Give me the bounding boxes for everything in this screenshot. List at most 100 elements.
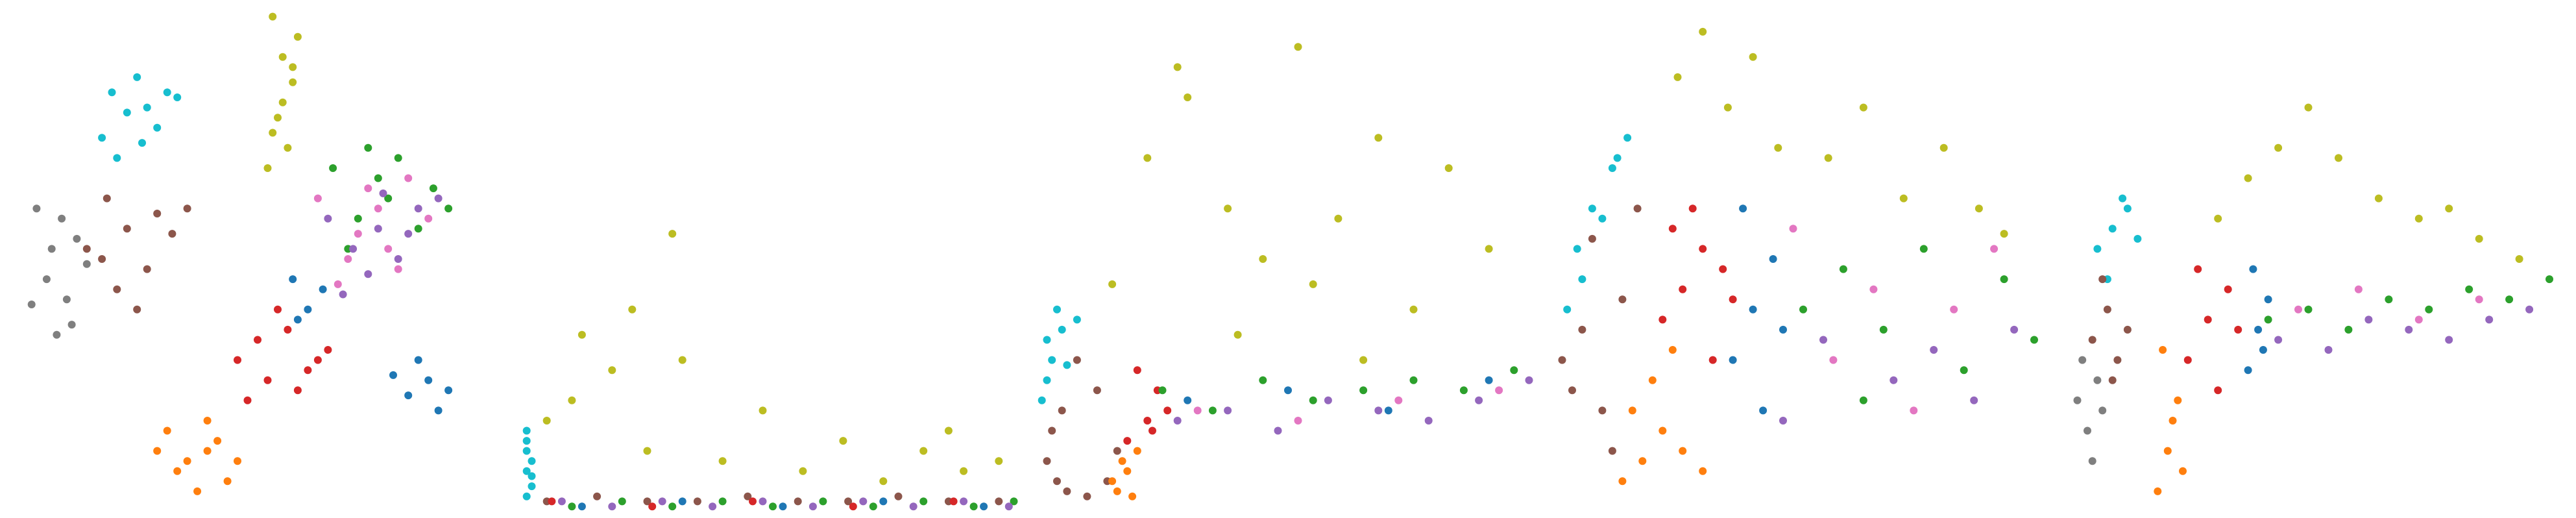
series-c7	[27, 204, 91, 339]
data-point	[1608, 164, 1616, 172]
data-point	[1598, 406, 1607, 415]
data-point	[278, 53, 287, 61]
data-point	[1048, 356, 1056, 364]
data-point	[2123, 325, 2132, 334]
series-c0	[1729, 204, 1787, 415]
data-point	[2108, 225, 2117, 233]
data-point	[1598, 214, 1607, 223]
data-point	[1779, 417, 1787, 425]
data-point	[1633, 204, 1642, 213]
data-point	[2414, 315, 2423, 324]
series-c4	[324, 189, 443, 299]
data-point	[404, 391, 413, 400]
data-point	[522, 467, 531, 475]
data-point	[42, 275, 51, 284]
series-c5	[1558, 204, 1642, 455]
data-point	[1618, 295, 1627, 304]
series-c8	[263, 12, 302, 172]
data-point	[2030, 336, 2038, 344]
data-point	[2414, 214, 2423, 223]
data-point	[2113, 356, 2122, 364]
data-point	[2103, 305, 2111, 314]
scatter-panel-5	[2073, 103, 2553, 495]
data-point	[668, 230, 677, 238]
data-point	[799, 467, 807, 475]
data-point	[274, 114, 282, 122]
data-point	[2174, 396, 2182, 404]
data-point	[709, 502, 717, 511]
data-point	[919, 497, 928, 506]
data-point	[123, 108, 131, 117]
data-point	[1294, 43, 1302, 51]
data-point	[1774, 143, 1782, 152]
data-point	[1919, 245, 1928, 253]
data-point	[1879, 325, 1888, 334]
series-c4	[2274, 305, 2534, 354]
data-point	[1143, 154, 1152, 162]
data-point	[522, 447, 531, 455]
series-c1	[1618, 346, 1707, 486]
data-point	[1668, 225, 1677, 233]
series-c8	[1108, 43, 1493, 364]
data-point	[384, 194, 393, 203]
data-point	[123, 225, 131, 233]
data-point	[969, 502, 978, 511]
data-point	[293, 32, 302, 41]
data-point	[668, 502, 677, 511]
data-point	[1048, 426, 1056, 435]
series-c3	[2183, 265, 2242, 395]
data-point	[1038, 396, 1046, 404]
data-point	[2364, 315, 2373, 324]
data-point	[2183, 356, 2192, 364]
data-point	[2445, 336, 2453, 344]
data-point	[960, 497, 968, 506]
data-point	[1173, 63, 1182, 71]
data-point	[263, 164, 272, 172]
data-point	[269, 12, 277, 21]
data-point	[1123, 437, 1132, 445]
data-point	[1930, 346, 1938, 354]
data-point	[1324, 396, 1332, 404]
series-c2	[2264, 275, 2553, 334]
data-point	[2546, 275, 2553, 284]
data-point	[1193, 406, 1202, 415]
series-c2	[1158, 366, 1518, 415]
data-point	[2385, 295, 2393, 304]
data-point	[143, 265, 151, 273]
data-point	[1108, 280, 1117, 288]
data-point	[2159, 346, 2167, 354]
series-c0	[2244, 265, 2272, 375]
data-point	[2108, 376, 2117, 384]
data-point	[1053, 477, 1061, 486]
data-point	[284, 143, 292, 152]
data-point	[1073, 356, 1081, 364]
data-point	[389, 371, 397, 379]
data-point	[608, 366, 616, 375]
data-point	[1475, 396, 1483, 404]
data-point	[2425, 305, 2433, 314]
series-c2	[1799, 245, 2038, 404]
data-point	[1334, 214, 1343, 223]
data-point	[593, 492, 601, 500]
data-point	[274, 305, 282, 314]
series-c3	[234, 305, 332, 404]
data-point	[1588, 204, 1596, 213]
data-point	[568, 396, 576, 404]
data-point	[643, 497, 651, 506]
series-c6	[1193, 386, 1503, 425]
data-point	[2374, 194, 2383, 203]
data-point	[995, 497, 1003, 506]
data-point	[304, 366, 312, 375]
data-point	[2405, 325, 2413, 334]
data-point	[794, 497, 802, 506]
data-point	[1133, 447, 1141, 455]
data-point	[1638, 457, 1647, 465]
data-point	[444, 204, 453, 213]
data-point	[1824, 154, 1832, 162]
data-point	[869, 502, 877, 511]
data-point	[2294, 305, 2302, 314]
data-point	[1233, 330, 1242, 339]
data-point	[47, 245, 56, 253]
